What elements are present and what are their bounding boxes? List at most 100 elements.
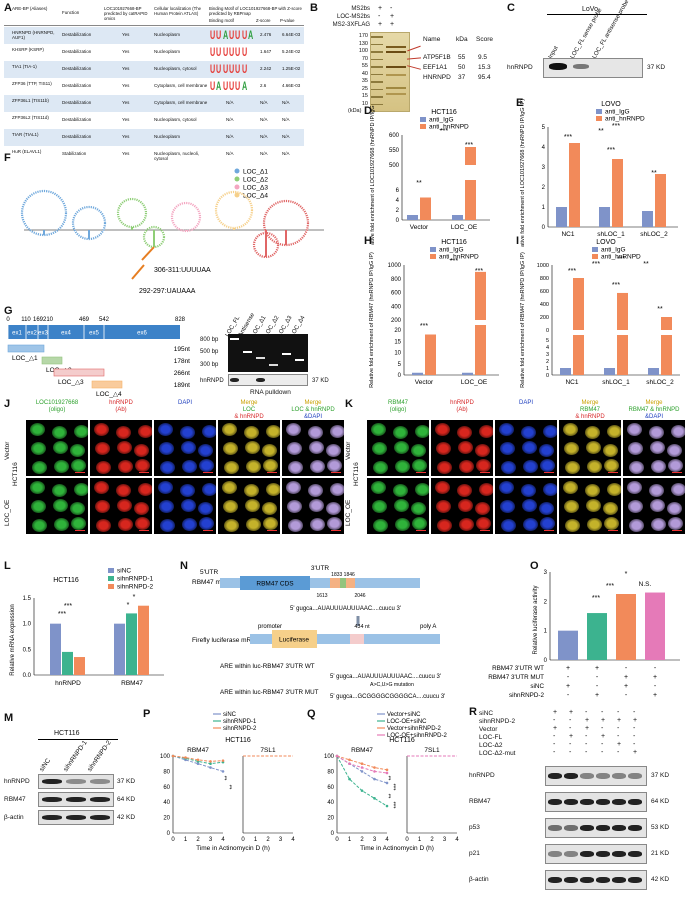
protein-band — [580, 825, 594, 831]
panel-p-label: P — [143, 708, 151, 720]
x-tick: LOC_OE — [461, 379, 488, 386]
position-tick: 828 — [175, 317, 186, 323]
x-tick: 0 — [171, 837, 175, 843]
micro-image — [26, 420, 88, 476]
legend-label: Vector+sihnRNPD-2 — [387, 726, 442, 732]
col-title: Merge — [645, 400, 663, 406]
sig-mark: *** — [564, 134, 572, 141]
protein-band — [596, 825, 610, 831]
bar — [50, 623, 61, 675]
bar-hnrnpd — [420, 197, 431, 220]
cell-loc: Cytoplasm, cell membrane — [154, 83, 208, 88]
panel-r-label: R — [469, 706, 477, 718]
nucleus — [222, 423, 237, 436]
marker-band — [371, 103, 383, 105]
annot-arrow — [131, 264, 145, 280]
motif-letter: A — [247, 28, 253, 42]
micro-image — [559, 420, 621, 476]
blot-strip — [228, 374, 308, 386]
data-point — [335, 754, 339, 758]
nucleus — [53, 499, 68, 512]
cell-bp: KHSRP (KSRP) — [12, 47, 44, 52]
y-tick: 0.0 — [23, 673, 32, 679]
nucleus — [158, 481, 173, 494]
sign: + — [378, 5, 383, 12]
y-label: Relative fold enrichment of LOC101927668… — [520, 99, 526, 247]
y-tick: 20 — [163, 816, 170, 822]
nt-label: 434 nt — [354, 624, 370, 630]
col-title: LOC101927668 — [35, 400, 79, 406]
y-tick: 500 — [389, 163, 400, 169]
legend-hnrnpd: anti_hnRNPD — [605, 116, 645, 123]
nucleus — [246, 518, 261, 531]
sig-mark: ** — [657, 306, 663, 313]
protein-band — [548, 825, 562, 831]
chart-title: HCT116 — [431, 109, 457, 116]
sign: + — [633, 749, 638, 756]
data-point — [348, 758, 351, 762]
table-header: Score — [476, 36, 493, 43]
blot-row-label: RBM47 — [469, 798, 491, 805]
panel-b-label: B — [310, 2, 318, 14]
legend-igg: anti_IgG — [605, 109, 630, 116]
fragment-name: LOC_△1 — [12, 355, 38, 362]
y-label: Relative luciferase activity — [533, 585, 539, 654]
nucleus — [501, 519, 516, 532]
nucleus — [521, 426, 536, 439]
bar — [616, 594, 636, 660]
bar-hnrnpd-lower — [465, 180, 476, 220]
y-tick: 60 — [327, 785, 334, 791]
bar-igg — [599, 207, 610, 227]
protein-band — [42, 779, 62, 784]
data-point — [385, 781, 389, 785]
sign: - — [567, 692, 570, 699]
bar-hnrnpd — [612, 159, 623, 227]
y-tick: 400 — [540, 302, 549, 308]
x-tick: shLOC_1 — [602, 379, 630, 386]
kd-label: 53 KD — [651, 824, 670, 831]
protein-band — [90, 815, 110, 820]
motif-letter: U — [241, 28, 247, 42]
panel-l-label: L — [4, 560, 11, 572]
nucleus — [522, 499, 537, 512]
nucleus — [116, 484, 131, 497]
bar-hnrnpd — [569, 143, 580, 227]
nucleus — [395, 518, 410, 531]
nucleus — [94, 481, 109, 494]
kd-label: 42 KD — [117, 814, 136, 821]
polya-label: poly A — [420, 624, 436, 630]
pos-label: 1613 — [316, 593, 327, 599]
x-tick: 3 — [373, 837, 377, 843]
condition-label: MS2-3XFLAG — [332, 22, 370, 28]
condition-label: sihnRNPD-2 — [509, 692, 544, 699]
annot-text: 306-311:UUUUAA — [154, 267, 211, 274]
y-tick: 0 — [331, 831, 335, 837]
y-tick: 200 — [540, 315, 549, 321]
scale-bar — [203, 471, 213, 473]
legend-swatch — [108, 584, 114, 589]
table-header: Name — [423, 36, 441, 43]
scale-bar — [672, 529, 682, 531]
data-point — [221, 759, 225, 762]
sig-mark: *** — [394, 783, 400, 791]
sig-mark: ** — [225, 775, 231, 780]
chart-title: HCT116 — [225, 737, 251, 744]
cell-pred: Yes — [122, 32, 130, 37]
legend-swatch — [108, 576, 114, 581]
legend-label: sihnRNPD-1 — [117, 576, 154, 583]
protein-band — [628, 851, 642, 857]
micro-image — [218, 478, 280, 534]
table-row — [4, 44, 304, 61]
nucleus — [459, 518, 474, 531]
nucleus — [587, 518, 602, 531]
sign: + — [653, 674, 657, 681]
legend-dot — [234, 176, 240, 182]
cell-bp: ZFP36 (TTP, TIS11) — [12, 81, 52, 86]
blot-strip — [38, 774, 114, 789]
exon-label: ex2 — [27, 331, 37, 337]
nucleus — [94, 423, 109, 436]
x-tick: 1 — [348, 837, 352, 843]
legend-igg: anti_IgG — [439, 247, 464, 254]
table-row — [4, 27, 304, 44]
